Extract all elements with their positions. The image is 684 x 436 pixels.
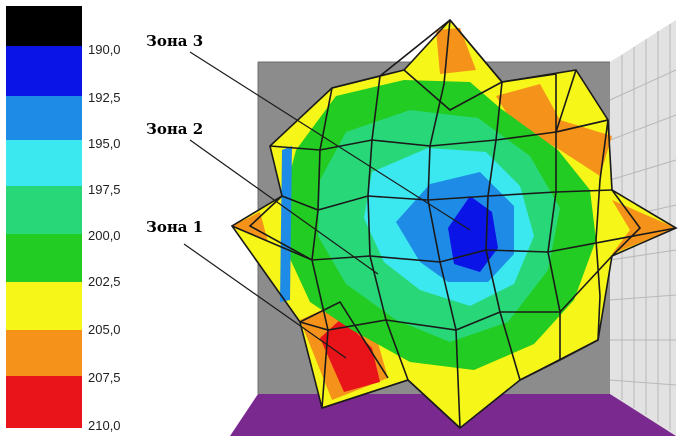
color-scale-band-6 <box>6 282 82 330</box>
zone-1-label: Зона 1 <box>146 218 204 236</box>
color-scale-band-5 <box>6 234 82 282</box>
zone-3-pointer <box>189 51 471 231</box>
zone-2-pointer <box>189 139 379 275</box>
color-scale-band-4 <box>6 186 82 234</box>
scale-label-0: 190,0 <box>88 42 121 57</box>
zone-pointers <box>183 51 471 359</box>
orange-patch-left-tip <box>232 212 268 242</box>
color-scale-band-8 <box>6 376 82 428</box>
blue-edge-strip <box>280 146 292 302</box>
color-scale-band-0 <box>6 6 82 46</box>
zone-3-label: Зона 3 <box>146 32 204 50</box>
scale-label-1: 192,5 <box>88 90 121 105</box>
scale-label-8: 210,0 <box>88 418 121 433</box>
heat-surface <box>232 20 676 428</box>
color-scale-band-7 <box>6 330 82 376</box>
scale-label-3: 197,5 <box>88 182 121 197</box>
surface-mesh <box>230 18 678 430</box>
orange-patch-top-right <box>496 84 612 176</box>
scale-label-4: 200,0 <box>88 228 121 243</box>
scale-label-6: 205,0 <box>88 322 121 337</box>
color-scale-band-2 <box>6 96 82 140</box>
color-scale-band-3 <box>6 140 82 186</box>
zone-2-label: Зона 2 <box>146 120 204 138</box>
red-hot-spot <box>320 318 380 392</box>
color-scale-band-1 <box>6 46 82 96</box>
scale-label-5: 202,5 <box>88 274 121 289</box>
scale-label-2: 195,0 <box>88 136 121 151</box>
scale-label-7: 207,5 <box>88 370 121 385</box>
dark-blue-core <box>448 196 498 272</box>
color-scale-bar <box>6 6 82 428</box>
zone-1-pointer <box>183 243 347 359</box>
